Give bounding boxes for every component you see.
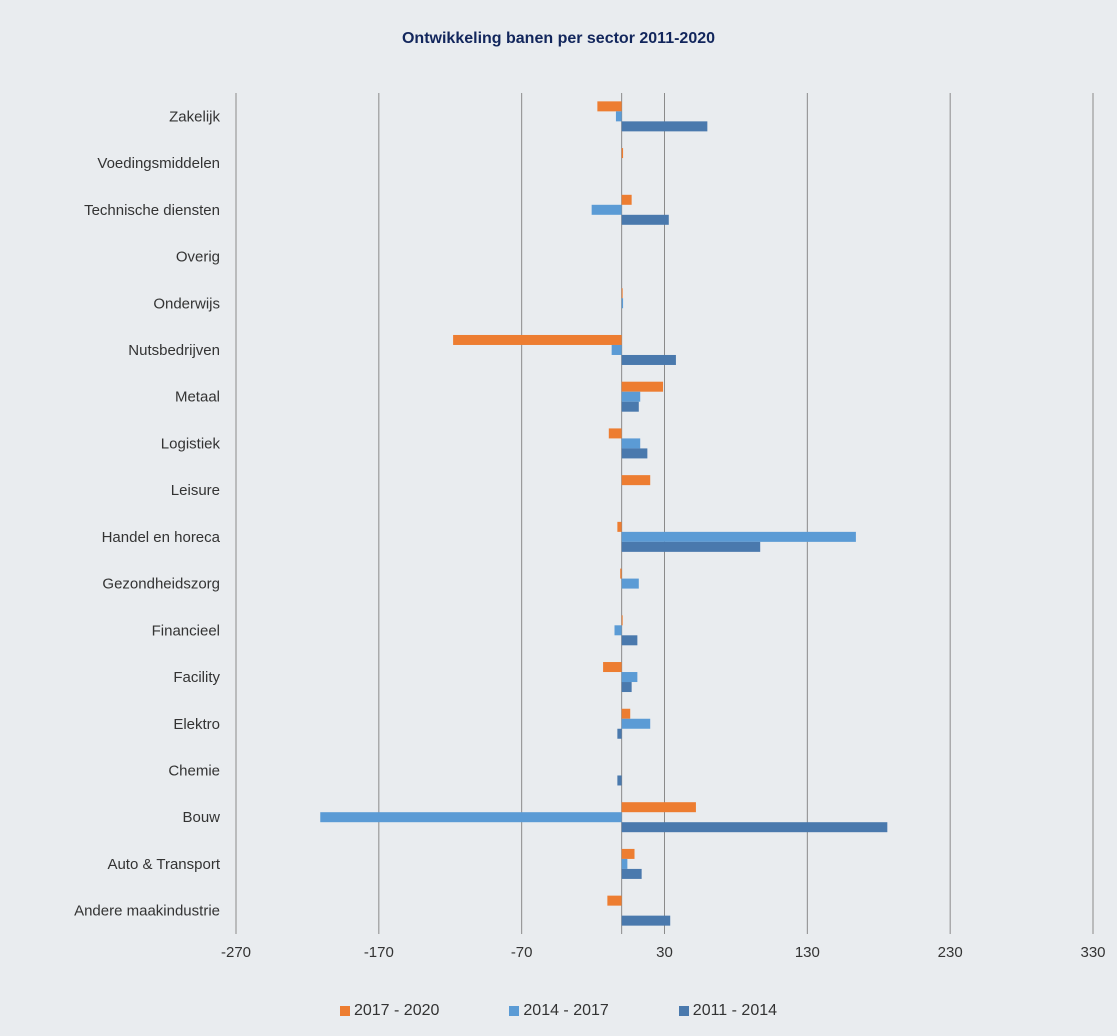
bar [617,728,622,739]
bar [615,111,622,122]
bar [621,615,623,626]
bar [621,121,708,132]
bar [621,448,648,459]
bar [617,775,622,786]
category-label: Bouw [182,809,220,826]
bar [621,298,624,309]
x-tick-label: 230 [938,944,963,961]
bar [617,521,622,532]
bar [621,475,651,486]
legend-label: 2011 - 2014 [692,1002,778,1019]
bar [603,662,622,673]
bar [621,541,761,552]
legend-swatch [678,1006,689,1016]
category-label: Financieel [152,622,220,639]
x-tick-label: 30 [656,944,673,961]
category-label: Auto & Transport [107,856,220,873]
category-label: Overig [176,249,220,266]
legend-swatch [509,1006,520,1016]
category-label: Onderwijs [153,295,220,312]
bar [621,194,632,205]
chart-title: Ontwikkeling banen per sector 2011-2020 [401,30,716,47]
x-tick-label: -170 [364,944,394,961]
category-label: Gezondheidszorg [102,576,220,593]
category-label: Elektro [173,716,220,733]
category-label: Facility [173,669,220,686]
x-tick-label: 130 [795,944,820,961]
bar [621,718,651,729]
bar [621,682,632,693]
bar [614,625,622,636]
category-label: Voedingsmiddelen [97,155,220,172]
category-label: Andere maakindustrie [74,903,220,920]
bar [621,672,638,683]
bar [621,635,638,646]
bar [621,578,639,589]
bar [621,915,671,926]
x-tick-label: -270 [221,944,251,961]
bar [621,858,628,869]
bar [621,148,624,159]
category-label: Zakelijk [169,108,220,125]
category-label: Nutsbedrijven [128,342,220,359]
legend-item: 2017 - 2020 [339,1002,440,1020]
bar [621,822,888,833]
bar [620,568,622,579]
bar [621,438,641,449]
bar [621,401,639,412]
category-label: Leisure [171,482,220,499]
legend: 2017 - 2020 2014 - 2017 2011 - 2014 [0,1002,1117,1020]
category-label: Chemie [168,762,220,779]
bar [621,288,623,299]
category-label: Metaal [175,389,220,406]
bar [591,204,622,215]
legend-item: 2014 - 2017 [509,1002,609,1020]
bar [320,812,622,823]
bar [453,334,622,345]
legend-item: 2011 - 2014 [678,1002,778,1020]
bar [597,101,622,112]
bar [611,344,622,355]
bar [621,531,856,542]
bar [621,802,696,813]
bar [621,354,676,365]
bar [621,708,631,719]
bar [608,428,622,439]
legend-label: 2017 - 2020 [353,1002,440,1019]
bar [621,391,641,402]
legend-swatch [339,1006,350,1016]
bar [621,381,664,392]
bar [621,214,669,225]
bar [621,868,642,879]
bar [607,895,622,906]
x-tick-label: 330 [1080,944,1105,961]
bar [621,848,635,859]
category-label: Logistiek [161,435,221,452]
category-label: Handel en horeca [102,529,221,546]
x-tick-label: -70 [511,944,533,961]
category-label: Technische diensten [84,202,220,219]
legend-label: 2014 - 2017 [523,1002,609,1019]
